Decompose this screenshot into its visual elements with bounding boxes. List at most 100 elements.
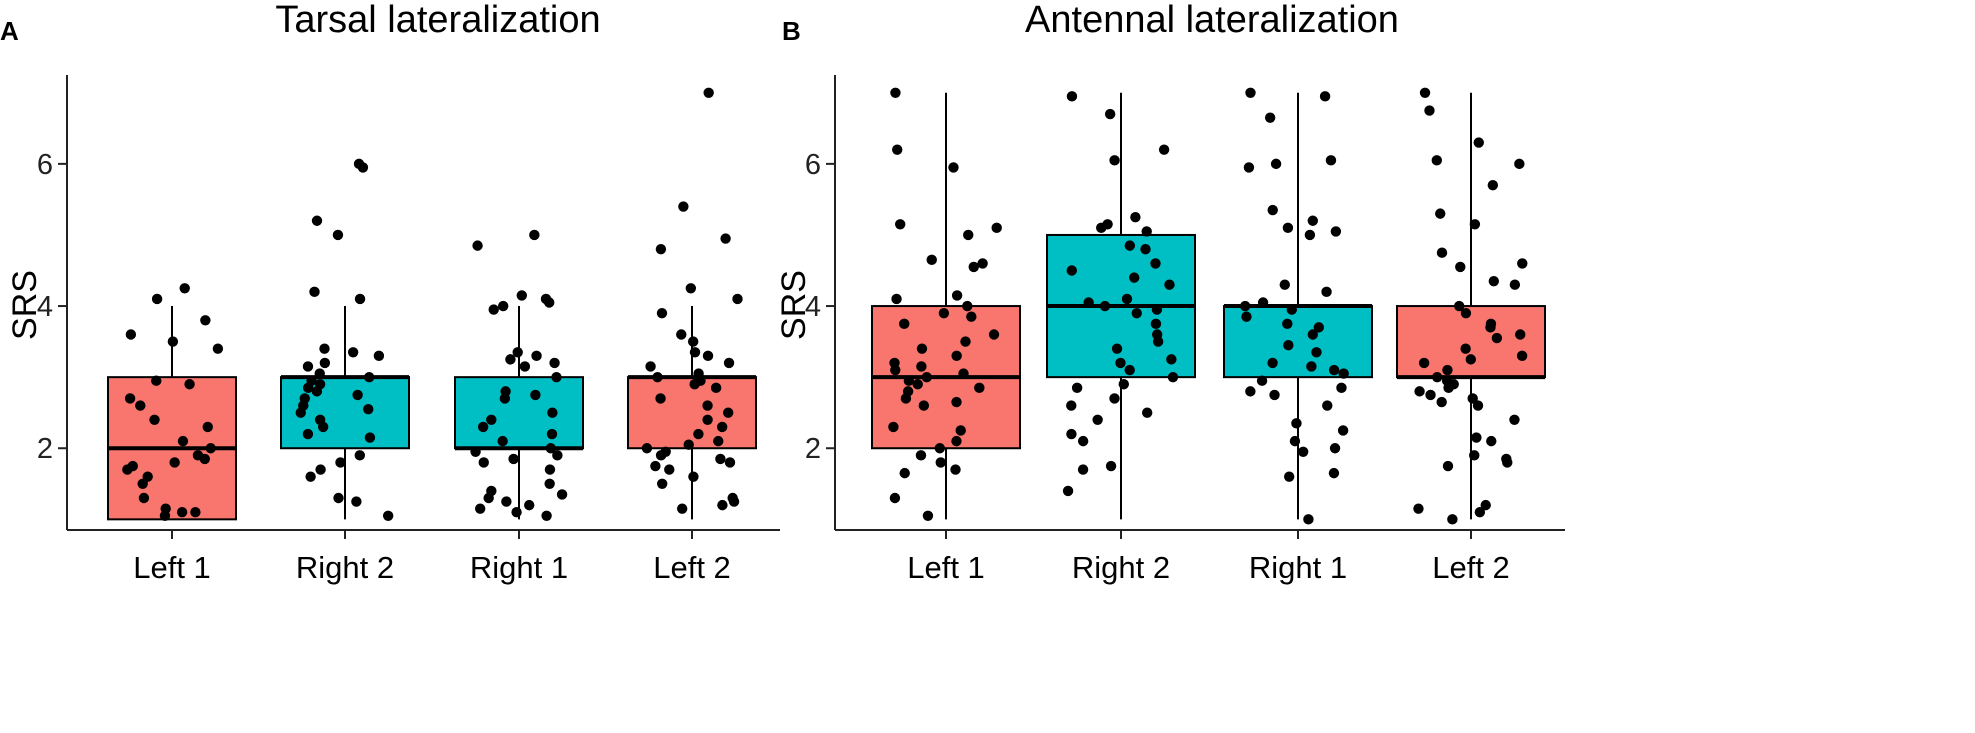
data-point xyxy=(190,507,201,518)
data-point xyxy=(1286,304,1297,315)
data-point xyxy=(641,443,653,454)
data-point xyxy=(545,443,556,454)
data-point xyxy=(1239,300,1251,312)
data-point xyxy=(541,510,552,521)
data-point xyxy=(645,361,656,372)
data-point xyxy=(951,350,962,362)
data-point xyxy=(1474,507,1486,518)
data-point xyxy=(935,457,946,468)
data-point xyxy=(319,357,331,369)
data-point xyxy=(556,489,568,500)
y-axis-label-a: SRS xyxy=(6,270,44,340)
data-point xyxy=(1141,407,1153,418)
data-point xyxy=(713,435,724,447)
data-point xyxy=(1321,286,1332,298)
box-group-right-2 xyxy=(1046,91,1196,520)
y-tick-label: 2 xyxy=(37,433,53,465)
data-point xyxy=(1431,155,1442,166)
data-point xyxy=(151,293,163,305)
data-point xyxy=(1328,467,1340,479)
data-point xyxy=(295,407,306,418)
box-group-left-2 xyxy=(627,87,757,520)
data-point xyxy=(1121,293,1133,305)
data-point xyxy=(1167,371,1179,383)
data-point xyxy=(1491,332,1503,344)
data-point xyxy=(544,297,555,308)
data-point xyxy=(1514,158,1525,170)
data-point xyxy=(951,290,963,301)
data-point xyxy=(655,393,666,404)
data-point xyxy=(483,492,494,504)
data-point xyxy=(309,286,320,298)
data-point xyxy=(1454,300,1465,312)
data-point xyxy=(354,450,366,461)
data-point xyxy=(950,464,961,475)
chart-title-b: Antennal lateralization xyxy=(1025,0,1399,41)
chart-title-a: Tarsal lateralization xyxy=(275,0,600,41)
data-point xyxy=(512,347,523,358)
data-point xyxy=(1297,446,1309,457)
data-point xyxy=(934,443,946,454)
data-point xyxy=(903,375,915,386)
data-point xyxy=(1435,208,1446,219)
data-point xyxy=(551,371,562,383)
data-point xyxy=(1338,368,1349,379)
data-point xyxy=(1140,243,1151,255)
data-point xyxy=(1447,514,1458,525)
data-point xyxy=(715,453,726,465)
data-point xyxy=(354,293,366,305)
data-point xyxy=(530,389,541,401)
data-point xyxy=(1517,258,1528,269)
data-point xyxy=(1283,471,1295,482)
data-point xyxy=(516,290,528,301)
data-point xyxy=(1472,400,1484,411)
data-point xyxy=(988,329,1000,340)
box xyxy=(1396,305,1546,379)
data-point xyxy=(966,311,977,322)
data-point xyxy=(1151,304,1163,315)
data-point xyxy=(335,457,346,468)
data-point xyxy=(912,379,923,390)
data-point xyxy=(916,361,927,372)
data-point xyxy=(938,307,950,319)
data-point xyxy=(1469,219,1481,230)
x-tick-label: Right 2 xyxy=(296,550,394,585)
box-group-right-1 xyxy=(454,229,584,521)
data-point xyxy=(899,318,910,330)
data-point xyxy=(1516,350,1528,362)
data-point xyxy=(1465,354,1476,365)
data-point xyxy=(1418,357,1430,369)
data-point xyxy=(664,464,675,475)
data-point xyxy=(1092,414,1103,426)
data-point xyxy=(303,382,314,394)
data-point xyxy=(498,300,509,312)
data-point xyxy=(202,421,213,433)
data-point xyxy=(1487,179,1499,191)
data-point xyxy=(676,329,687,340)
data-point xyxy=(1473,137,1484,148)
data-point xyxy=(1467,393,1478,404)
data-point xyxy=(1267,357,1278,369)
data-point xyxy=(1152,336,1164,347)
data-point xyxy=(895,219,906,230)
data-point xyxy=(977,258,988,269)
data-point xyxy=(899,467,910,479)
data-point xyxy=(1282,318,1293,330)
data-point xyxy=(347,347,359,358)
data-point xyxy=(200,315,211,326)
data-point xyxy=(311,215,323,226)
x-tick-label: Left 1 xyxy=(133,550,211,585)
data-point xyxy=(1158,144,1170,155)
data-point xyxy=(1279,279,1290,290)
data-point xyxy=(474,503,486,514)
data-point xyxy=(1245,87,1256,98)
data-point xyxy=(955,425,966,436)
data-point xyxy=(710,382,722,394)
data-point xyxy=(488,304,499,315)
data-point xyxy=(529,229,540,241)
data-point xyxy=(1283,339,1294,351)
data-point xyxy=(505,354,516,365)
panel-b: B Antennal lateralization SRS 2 4 6 Left 1 R… xyxy=(775,0,1565,585)
data-point xyxy=(373,350,385,362)
data-point xyxy=(889,492,901,504)
